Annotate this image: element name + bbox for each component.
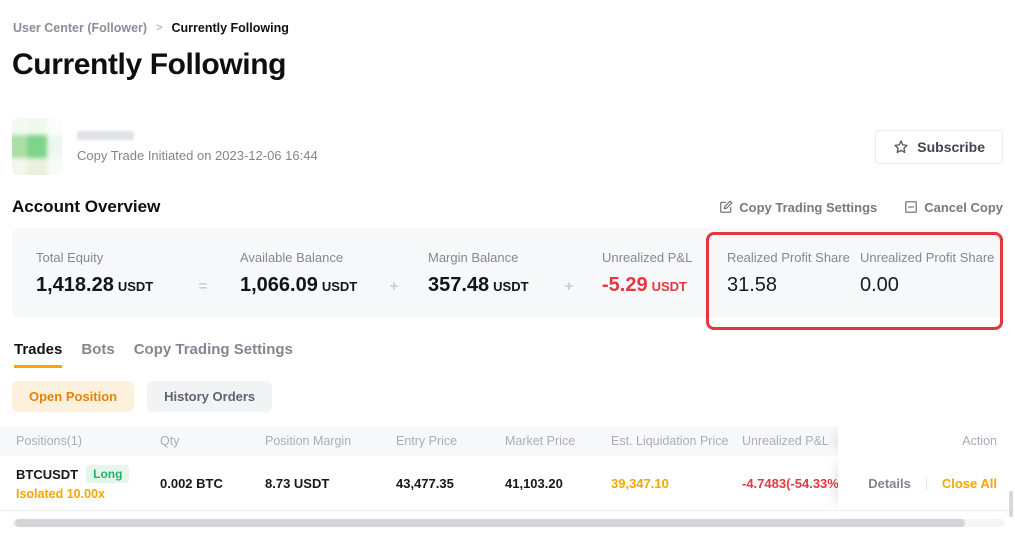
header-qty: Qty: [160, 434, 180, 448]
stat-label: Unrealized P&L: [602, 249, 693, 265]
subscribe-label: Subscribe: [917, 138, 985, 155]
stat-label: Realized Profit Share: [727, 249, 850, 265]
header-action: Action: [838, 426, 1015, 456]
stat-value: 0.00: [860, 273, 899, 296]
close-all-button[interactable]: Close All: [941, 475, 997, 491]
stat-value: 31.58: [727, 273, 778, 296]
stat-margin-balance: Margin Balance 357.48 USDT: [428, 250, 562, 297]
header-positions: Positions(1): [16, 434, 82, 448]
side-badge: Long: [86, 465, 130, 483]
account-overview-row: Account Overview Copy Trading Settings: [12, 197, 1003, 217]
action-divider: [925, 476, 927, 490]
stat-value: 1,066.09 USDT: [240, 273, 358, 296]
header-market-price: Market Price: [505, 434, 576, 448]
header-unrealized-pnl: Unrealized P&L: [742, 434, 829, 448]
main-tabs: Trades Bots Copy Trading Settings: [14, 341, 1003, 368]
breadcrumb-user-center-link[interactable]: User Center (Follower): [13, 21, 148, 35]
cell-entry-price: 43,477.35: [396, 475, 454, 491]
tab-bots[interactable]: Bots: [81, 341, 115, 358]
star-icon: [893, 139, 909, 155]
vertical-scrollbar-thumb[interactable]: [1009, 491, 1013, 517]
edit-square-icon: [719, 200, 733, 214]
details-button[interactable]: Details: [868, 475, 911, 491]
stat-unrealized-pnl: Unrealized P&L -5.29 USDT: [602, 250, 706, 297]
plus-operator: +: [564, 278, 574, 295]
header-entry-price: Entry Price: [396, 434, 458, 448]
stat-label: Margin Balance: [428, 249, 519, 265]
copy-initiated-text: Copy Trade Initiated on 2023-12-06 16:44: [77, 147, 318, 163]
cell-action: Details Close All: [838, 456, 1015, 510]
breadcrumb-separator: >: [156, 22, 163, 34]
cell-market-price: 41,103.20: [505, 475, 563, 491]
account-overview-title: Account Overview: [12, 197, 161, 216]
overview-actions: Copy Trading Settings Cancel Copy: [719, 200, 1003, 215]
cell-position: BTCUSDT Long Isolated 10.00x: [0, 456, 160, 510]
stat-available-balance: Available Balance 1,066.09 USDT: [240, 250, 387, 297]
minus-square-icon: [904, 200, 918, 214]
stat-unrealized-profit-share: Unrealized Profit Share 0.00: [860, 250, 994, 297]
horizontal-scrollbar-thumb[interactable]: [15, 519, 965, 527]
stat-label: Available Balance: [240, 249, 344, 265]
stat-value: 1,418.28 USDT: [36, 273, 154, 296]
account-stats-bar: Total Equity 1,418.28 USDT = Available Ba…: [12, 228, 1003, 318]
stats-vertical-divider: [706, 245, 707, 301]
cancel-copy-label: Cancel Copy: [924, 199, 1003, 215]
trader-name-blurred: [77, 130, 134, 140]
copy-trading-settings-button[interactable]: Copy Trading Settings: [719, 200, 877, 215]
cell-position-margin: 8.73 USDT: [265, 475, 330, 491]
cell-est-liquidation-price: 39,347.10: [611, 475, 669, 491]
copy-trading-settings-label: Copy Trading Settings: [739, 199, 878, 215]
avatar-blur-mosaic: [12, 118, 62, 175]
header-est-liquidation-price: Est. Liquidation Price: [611, 434, 729, 448]
cell-unrealized-pnl: -4.7483(-54.33%): [742, 475, 838, 491]
subscribe-button[interactable]: Subscribe: [875, 129, 1003, 164]
subtab-history-orders[interactable]: History Orders: [147, 381, 273, 412]
cell-qty: 0.002 BTC: [160, 475, 223, 491]
margin-mode-label: Isolated 10.00x: [16, 487, 105, 501]
page-title: Currently Following: [12, 48, 287, 81]
positions-table: Positions(1) Qty Position Margin Entry P…: [0, 426, 1015, 511]
cancel-copy-button[interactable]: Cancel Copy: [904, 200, 1003, 215]
header-position-margin: Position Margin: [265, 434, 352, 448]
tab-copy-trading-settings[interactable]: Copy Trading Settings: [133, 341, 293, 358]
equals-operator: =: [198, 278, 208, 295]
table-header-row: Positions(1) Qty Position Margin Entry P…: [0, 426, 1015, 456]
stat-value: 357.48 USDT: [428, 273, 529, 296]
stat-total-equity: Total Equity 1,418.28 USDT: [36, 250, 196, 297]
stat-realized-profit-share: Realized Profit Share 31.58: [727, 250, 860, 297]
trader-profile-row: Copy Trade Initiated on 2023-12-06 16:44…: [12, 118, 1003, 175]
symbol-label: BTCUSDT: [16, 466, 79, 482]
breadcrumb-current: Currently Following: [171, 21, 289, 35]
tab-trades[interactable]: Trades: [14, 341, 63, 368]
stat-label: Unrealized Profit Share: [860, 249, 995, 265]
plus-operator: +: [389, 278, 399, 295]
table-row: BTCUSDT Long Isolated 10.00x 0.002 BTC 8…: [0, 456, 1015, 511]
subtab-open-position[interactable]: Open Position: [12, 381, 135, 412]
stat-label: Total Equity: [36, 249, 104, 265]
stat-value-negative: -5.29 USDT: [602, 273, 687, 296]
trader-avatar: [12, 118, 62, 175]
breadcrumb: User Center (Follower) > Currently Follo…: [0, 0, 1015, 35]
position-subtabs: Open Position History Orders: [12, 381, 1003, 412]
trader-info: Copy Trade Initiated on 2023-12-06 16:44: [77, 130, 318, 163]
